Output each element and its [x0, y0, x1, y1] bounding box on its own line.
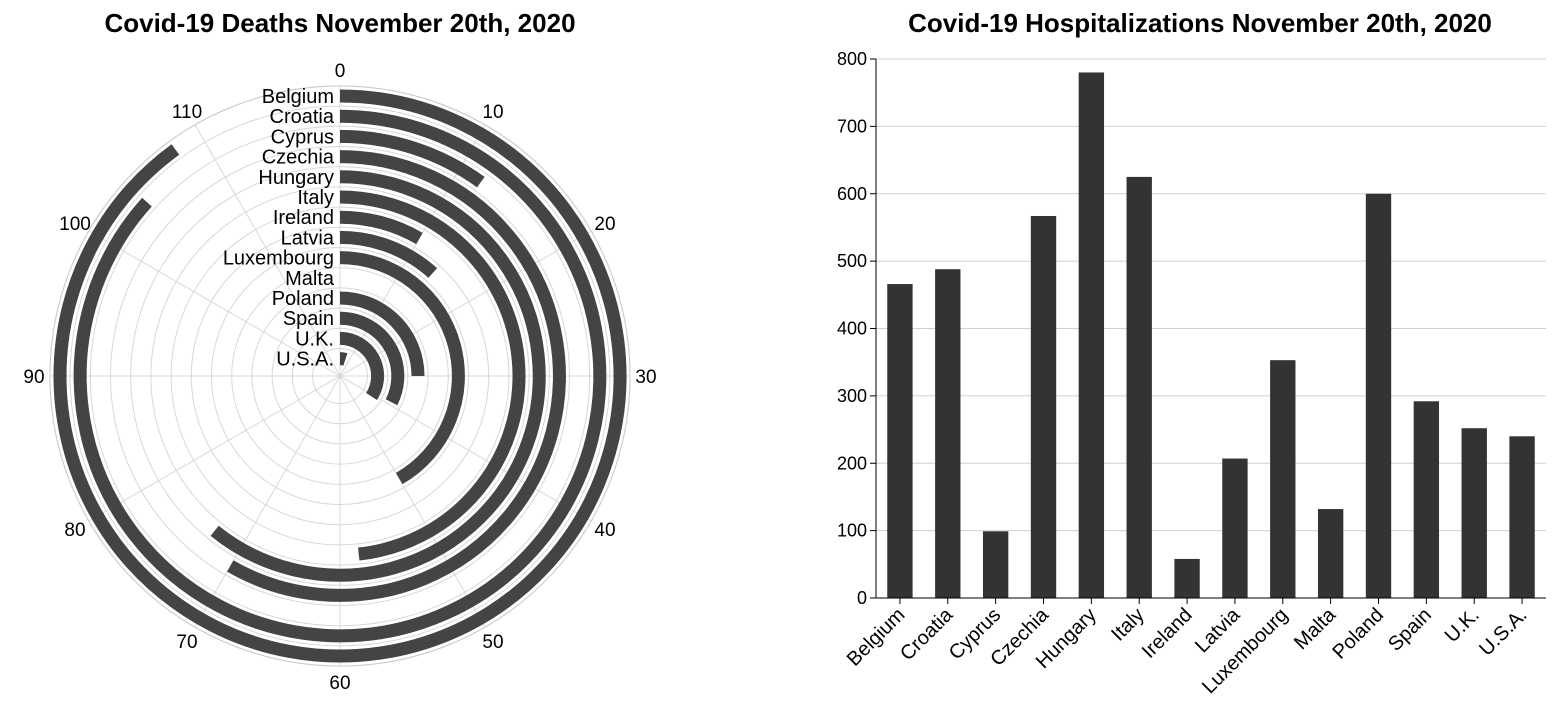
bar-spain	[1413, 401, 1440, 598]
category-label-poland: Poland	[272, 288, 334, 310]
category-label-u-k: U.K.	[295, 328, 334, 350]
angle-tick-label: 100	[59, 214, 91, 235]
angle-tick-label: 70	[176, 632, 197, 653]
radial-bar-ireland	[339, 210, 423, 245]
angle-tick-label: 10	[482, 102, 503, 123]
bar-latvia	[1222, 458, 1248, 598]
bar-ireland	[1174, 558, 1200, 598]
angle-tick-label: 90	[23, 367, 44, 388]
category-label-croatia: Croatia	[270, 106, 335, 128]
bar-u-k	[1461, 428, 1487, 598]
radial-bar-hungary	[210, 170, 546, 582]
bar-italy	[1126, 176, 1152, 598]
bar-belgium	[887, 284, 913, 598]
category-label-latvia: Latvia	[281, 227, 335, 249]
y-tick-label: 500	[837, 251, 867, 271]
bar-chart-title: Covid-19 Hospitalizations November 20th,…	[908, 8, 1492, 38]
bar-malta	[1317, 509, 1344, 598]
radial-bar-czechia	[227, 150, 566, 602]
category-label-belgium: Belgium	[262, 86, 334, 108]
x-tick-label-ireland: Ireland	[1138, 604, 1197, 663]
radial-grid-line	[339, 230, 592, 377]
angle-tick-label: 20	[594, 214, 615, 235]
radial-bar-belgium	[53, 89, 627, 663]
radial-bar-latvia	[339, 230, 438, 278]
radial-bar-poland	[339, 291, 425, 377]
radial-grid-line	[88, 230, 341, 377]
angle-tick-label: 50	[482, 632, 503, 653]
y-tick-label: 200	[837, 453, 867, 473]
y-tick-label: 600	[837, 184, 867, 204]
category-label-cyprus: Cyprus	[271, 126, 334, 148]
bar-hungary	[1078, 72, 1105, 599]
angle-tick-label: 40	[594, 520, 615, 541]
category-label-spain: Spain	[283, 308, 334, 330]
y-tick-label: 300	[837, 386, 867, 406]
angle-tick-label: 0	[335, 61, 346, 82]
radial-bar-italy	[339, 190, 526, 561]
category-label-hungary: Hungary	[258, 167, 334, 189]
bar-czechia	[1030, 215, 1057, 598]
radial-bar-u-k	[339, 331, 385, 401]
angle-tick-label: 110	[172, 102, 202, 123]
radial-bar-luxembourg	[339, 251, 465, 485]
x-tick-label-poland: Poland	[1328, 604, 1388, 664]
bar-u-s-a	[1509, 436, 1535, 598]
radial-bar-spain	[339, 311, 405, 406]
radial-grid-line	[194, 124, 341, 377]
radial-bar-cyprus	[339, 129, 485, 188]
x-tick-label-belgium: Belgium	[843, 604, 910, 671]
y-tick-label: 0	[857, 588, 867, 608]
y-tick-label: 100	[837, 521, 867, 541]
radial-grid-line	[339, 375, 592, 522]
bar-poland	[1365, 193, 1392, 598]
radial-bar-u-s-a	[339, 352, 348, 366]
category-label-ireland: Ireland	[273, 207, 334, 229]
angle-tick-label: 80	[64, 520, 85, 541]
radial-grid-line	[339, 375, 486, 628]
y-tick-label: 700	[837, 116, 867, 136]
radial-grid-line	[194, 375, 341, 628]
category-label-malta: Malta	[285, 268, 335, 290]
category-label-u-s-a: U.S.A.	[276, 349, 334, 371]
angle-tick-label: 30	[635, 367, 656, 388]
category-label-italy: Italy	[297, 187, 334, 209]
radial-chart-title: Covid-19 Deaths November 20th, 2020	[104, 8, 576, 38]
radial-grid-line	[88, 375, 341, 522]
y-tick-label: 400	[837, 319, 867, 339]
x-tick-label-croatia: Croatia	[896, 603, 958, 665]
angle-tick-label: 60	[329, 673, 350, 694]
y-tick-label: 800	[837, 49, 867, 69]
bar-croatia	[935, 269, 961, 598]
x-tick-label-u-s-a: U.S.A.	[1475, 604, 1531, 660]
category-label-czechia: Czechia	[262, 147, 335, 169]
bar-luxembourg	[1270, 360, 1296, 598]
x-tick-label-spain: Spain	[1384, 604, 1436, 656]
x-tick-label-u-k: U.K.	[1441, 604, 1484, 647]
x-tick-label-italy: Italy	[1107, 604, 1148, 645]
radial-bar-croatia	[73, 109, 607, 643]
radial-bar-chart: 0102030405060708090100110BelgiumCroatiaC…	[23, 61, 656, 694]
category-label-luxembourg: Luxembourg	[223, 248, 334, 270]
bar-cyprus	[982, 531, 1009, 598]
